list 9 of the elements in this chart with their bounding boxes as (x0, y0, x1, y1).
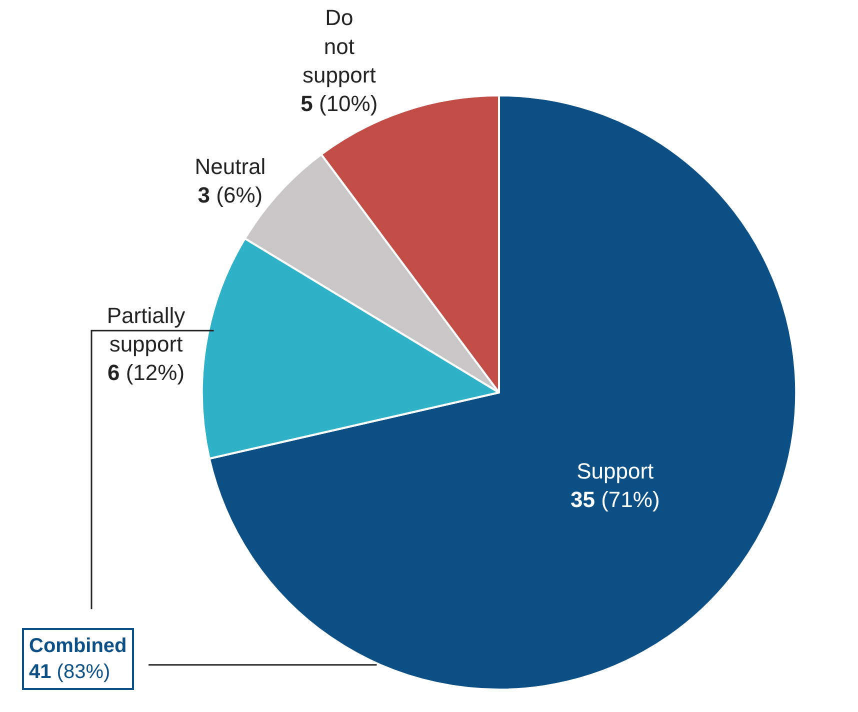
data-label: 5 (10%) (300, 91, 378, 116)
data-label: 3 (6%) (198, 182, 263, 208)
slice-label: Neutral (194, 154, 266, 179)
data-label: 6 (12%) (107, 360, 185, 386)
slice-label: Do not support (302, 5, 376, 88)
slice-label: Partially support (106, 302, 186, 357)
text: Combined 41 (83%) (29, 635, 127, 683)
slice-label: Support (576, 458, 654, 484)
data-label: 35 (71%) (570, 486, 660, 512)
